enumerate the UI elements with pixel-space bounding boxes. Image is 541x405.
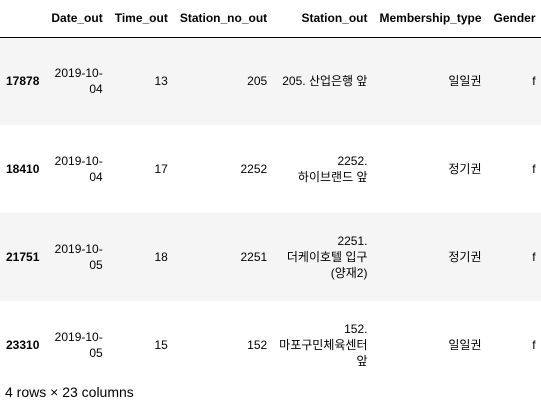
cell-membership-type: 정기권: [448, 162, 482, 176]
column-header-date-out: Date_out: [45, 0, 109, 38]
column-header-time-out: Time_out: [108, 0, 174, 38]
cell-station-out: 205. 산업은행 앞: [282, 74, 368, 89]
cell-station-out: 2251. 더케이호텔 입구(양재2): [286, 234, 368, 280]
cell-time-out: 15: [154, 338, 168, 352]
table-row: 17878 2019-10-04 13 205 205. 산업은행 앞 일일권 …: [0, 37, 541, 125]
table-row: 23310 2019-10-05 15 152 152. 마포구민체육센터 앞 …: [0, 301, 541, 368]
row-index: 17878: [6, 74, 40, 89]
cell-gender: f: [532, 162, 536, 176]
table-row: 21751 2019-10-05 18 2251 2251. 더케이호텔 입구(…: [0, 213, 541, 301]
dataframe-shape-summary: 4 rows × 23 columns: [5, 384, 134, 400]
cell-date-out: 2019-10-05: [54, 330, 103, 360]
cell-station-out: 152. 마포구민체육센터 앞: [279, 322, 368, 368]
table-row: 18410 2019-10-04 17 2252 2252. 하이브랜드 앞 정…: [0, 125, 541, 213]
column-header-station-out: Station_out: [273, 0, 374, 38]
cell-membership-type: 일일권: [448, 338, 482, 352]
cell-station-no-out: 2252: [240, 162, 268, 176]
row-index: 21751: [6, 250, 40, 264]
column-header-gender: Gender: [487, 0, 541, 38]
dataframe-container: Date_out Time_out Station_no_out Station…: [0, 0, 541, 368]
row-index: 23310: [6, 338, 40, 352]
cell-time-out: 13: [154, 74, 168, 89]
cell-station-no-out: 152: [247, 338, 268, 352]
cell-gender: f: [532, 250, 536, 264]
cell-membership-type: 정기권: [448, 250, 482, 264]
cell-date-out: 2019-10-04: [54, 66, 103, 97]
dataframe-table: Date_out Time_out Station_no_out Station…: [0, 0, 541, 368]
cell-date-out: 2019-10-05: [54, 242, 103, 272]
cell-station-out: 2252. 하이브랜드 앞: [297, 154, 368, 184]
index-header: [0, 0, 46, 38]
cell-date-out: 2019-10-04: [54, 154, 103, 184]
header-row: Date_out Time_out Station_no_out Station…: [0, 0, 541, 38]
column-header-station-no-out: Station_no_out: [173, 0, 274, 38]
cell-time-out: 18: [154, 250, 168, 264]
cell-station-no-out: 2251: [240, 250, 268, 264]
cell-station-no-out: 205: [247, 74, 268, 89]
cell-gender: f: [532, 74, 536, 89]
column-header-membership-type: Membership_type: [373, 0, 488, 38]
cell-time-out: 17: [154, 162, 168, 176]
cell-membership-type: 일일권: [448, 74, 482, 89]
cell-gender: f: [532, 338, 536, 352]
row-index: 18410: [6, 162, 40, 176]
